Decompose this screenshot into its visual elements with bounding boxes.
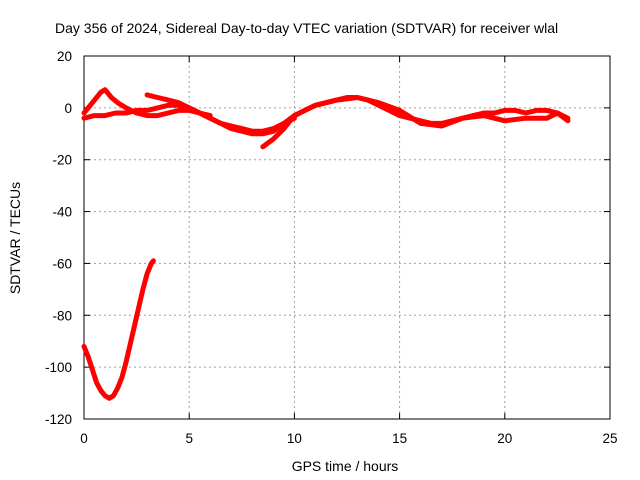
x-tick-label: 0 [80,431,88,446]
series-line-track-c [144,92,297,134]
x-tick-label: 5 [185,431,193,446]
series-line-track-b [81,87,213,119]
y-tick-label: 20 [57,49,72,64]
y-tick-label: -80 [52,308,72,323]
y-tick-label: -100 [45,360,72,375]
x-tick-label: 10 [287,431,302,446]
x-tick-label: 25 [602,431,617,446]
series-line-track-d [260,95,571,150]
plot-frame [83,55,611,420]
series-line-dip [81,258,156,401]
y-tick-label: -120 [45,412,72,427]
x-tick-label: 20 [497,431,512,446]
series [81,87,571,401]
chart-title: Day 356 of 2024, Sidereal Day-to-day VTE… [55,20,558,36]
y-tick-label: -40 [52,205,72,220]
y-tick-label: -60 [52,256,72,271]
x-axis-label: GPS time / hours [292,458,399,474]
y-tick-label: -20 [52,153,72,168]
axis-ticks: 0 5 10 15 20 25 -120 -100 -80 -60 -40 -20 0 20 [45,49,618,446]
y-tick-label: 0 [64,101,72,116]
x-tick-label: 15 [392,431,407,446]
y-axis-label: SDTVAR / TECUs [7,182,23,294]
